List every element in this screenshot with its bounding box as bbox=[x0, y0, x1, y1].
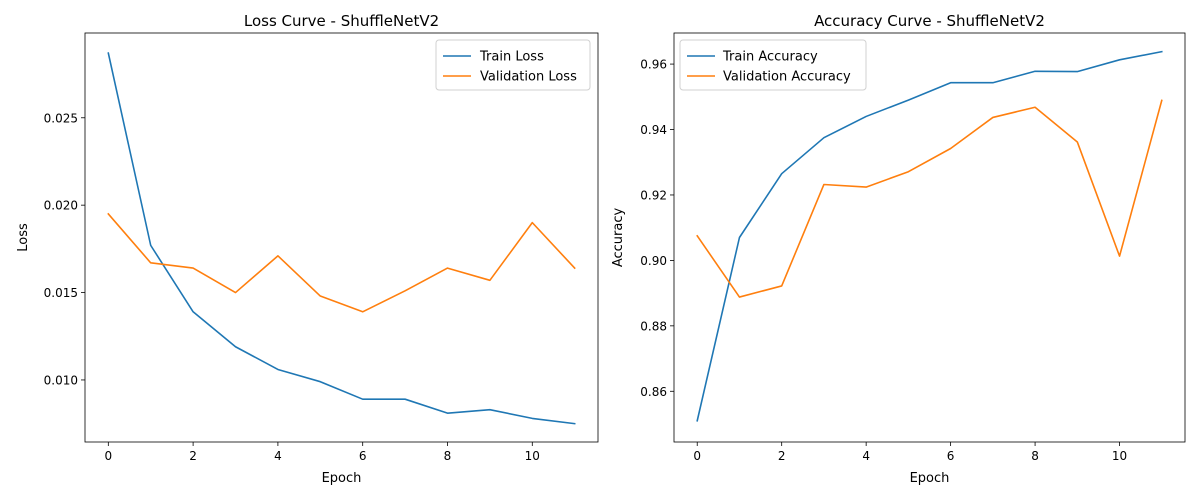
accuracy-legend: Train Accuracy Validation Accuracy bbox=[679, 39, 867, 91]
accuracy-x-ticks: 0 2 4 6 8 10 bbox=[693, 442, 1127, 463]
loss-chart-title: Loss Curve - ShuffleNetV2 bbox=[244, 12, 439, 30]
accuracy-plot-area bbox=[674, 33, 1185, 442]
accuracy-axes-frame bbox=[673, 32, 1186, 443]
accuracy-y-tick-label: 0.92 bbox=[640, 188, 667, 202]
accuracy-x-tick-label: 4 bbox=[862, 449, 870, 463]
loss-x-tick-label: 2 bbox=[189, 449, 197, 463]
accuracy-x-tick-label: 0 bbox=[693, 449, 701, 463]
loss-x-tick-label: 8 bbox=[444, 449, 452, 463]
loss-y-tick-label: 0.015 bbox=[44, 286, 78, 300]
accuracy-x-tick-label: 8 bbox=[1031, 449, 1039, 463]
loss-legend-validation-label: Validation Loss bbox=[480, 70, 577, 85]
accuracy-y-tick-label: 0.88 bbox=[640, 319, 667, 333]
accuracy-y-ticks: 0.86 0.88 0.90 0.92 0.94 0.96 bbox=[640, 58, 674, 399]
accuracy-legend-train-label: Train Accuracy bbox=[722, 50, 818, 65]
accuracy-x-tick-label: 6 bbox=[947, 449, 955, 463]
accuracy-chart-title: Accuracy Curve - ShuffleNetV2 bbox=[814, 12, 1045, 30]
loss-y-tick-label: 0.010 bbox=[44, 373, 78, 387]
loss-y-ticks: 0.010 0.015 0.020 0.025 bbox=[44, 111, 85, 387]
accuracy-series-line-validation bbox=[696, 99, 1163, 298]
loss-legend-box bbox=[435, 39, 591, 91]
loss-x-tick-label: 4 bbox=[274, 449, 282, 463]
loss-y-tick-label: 0.025 bbox=[44, 111, 78, 125]
loss-x-tick-label: 10 bbox=[525, 449, 540, 463]
loss-legend: Train Loss Validation Loss bbox=[435, 39, 591, 91]
loss-plot-area bbox=[85, 33, 598, 442]
loss-axes-frame bbox=[84, 32, 599, 443]
accuracy-legend-validation-label: Validation Accuracy bbox=[723, 70, 851, 85]
accuracy-x-tick-label: 2 bbox=[778, 449, 786, 463]
loss-legend-train-label: Train Loss bbox=[479, 50, 544, 65]
loss-series-lines bbox=[107, 52, 576, 425]
accuracy-y-tick-label: 0.86 bbox=[640, 385, 667, 399]
loss-series-line-validation bbox=[107, 212, 576, 313]
accuracy-y-tick-label: 0.90 bbox=[640, 254, 667, 268]
accuracy-series-lines bbox=[696, 50, 1163, 422]
accuracy-series-line-train bbox=[696, 50, 1163, 422]
accuracy-y-axis-label: Accuracy bbox=[611, 208, 626, 268]
loss-x-tick-label: 0 bbox=[104, 449, 112, 463]
loss-series-line-train bbox=[107, 52, 576, 425]
loss-x-ticks: 0 2 4 6 8 10 bbox=[104, 442, 540, 463]
accuracy-y-tick-label: 0.96 bbox=[640, 58, 667, 72]
accuracy-x-axis-label: Epoch bbox=[910, 471, 950, 486]
loss-y-axis-label: Loss bbox=[16, 223, 31, 252]
accuracy-legend-box bbox=[679, 39, 867, 91]
loss-chart: 0 2 4 6 8 10 0.010 0.015 0.020 0.025 Loss Curve … bbox=[16, 12, 599, 486]
loss-x-axis-label: Epoch bbox=[322, 471, 362, 486]
accuracy-x-tick-label: 10 bbox=[1112, 449, 1127, 463]
accuracy-chart: 0 2 4 6 8 10 0.86 0.88 0.90 0.92 0.94 0.96 Accurac… bbox=[611, 12, 1186, 486]
accuracy-y-tick-label: 0.94 bbox=[640, 123, 667, 137]
loss-x-tick-label: 6 bbox=[359, 449, 367, 463]
loss-y-tick-label: 0.020 bbox=[44, 199, 78, 213]
